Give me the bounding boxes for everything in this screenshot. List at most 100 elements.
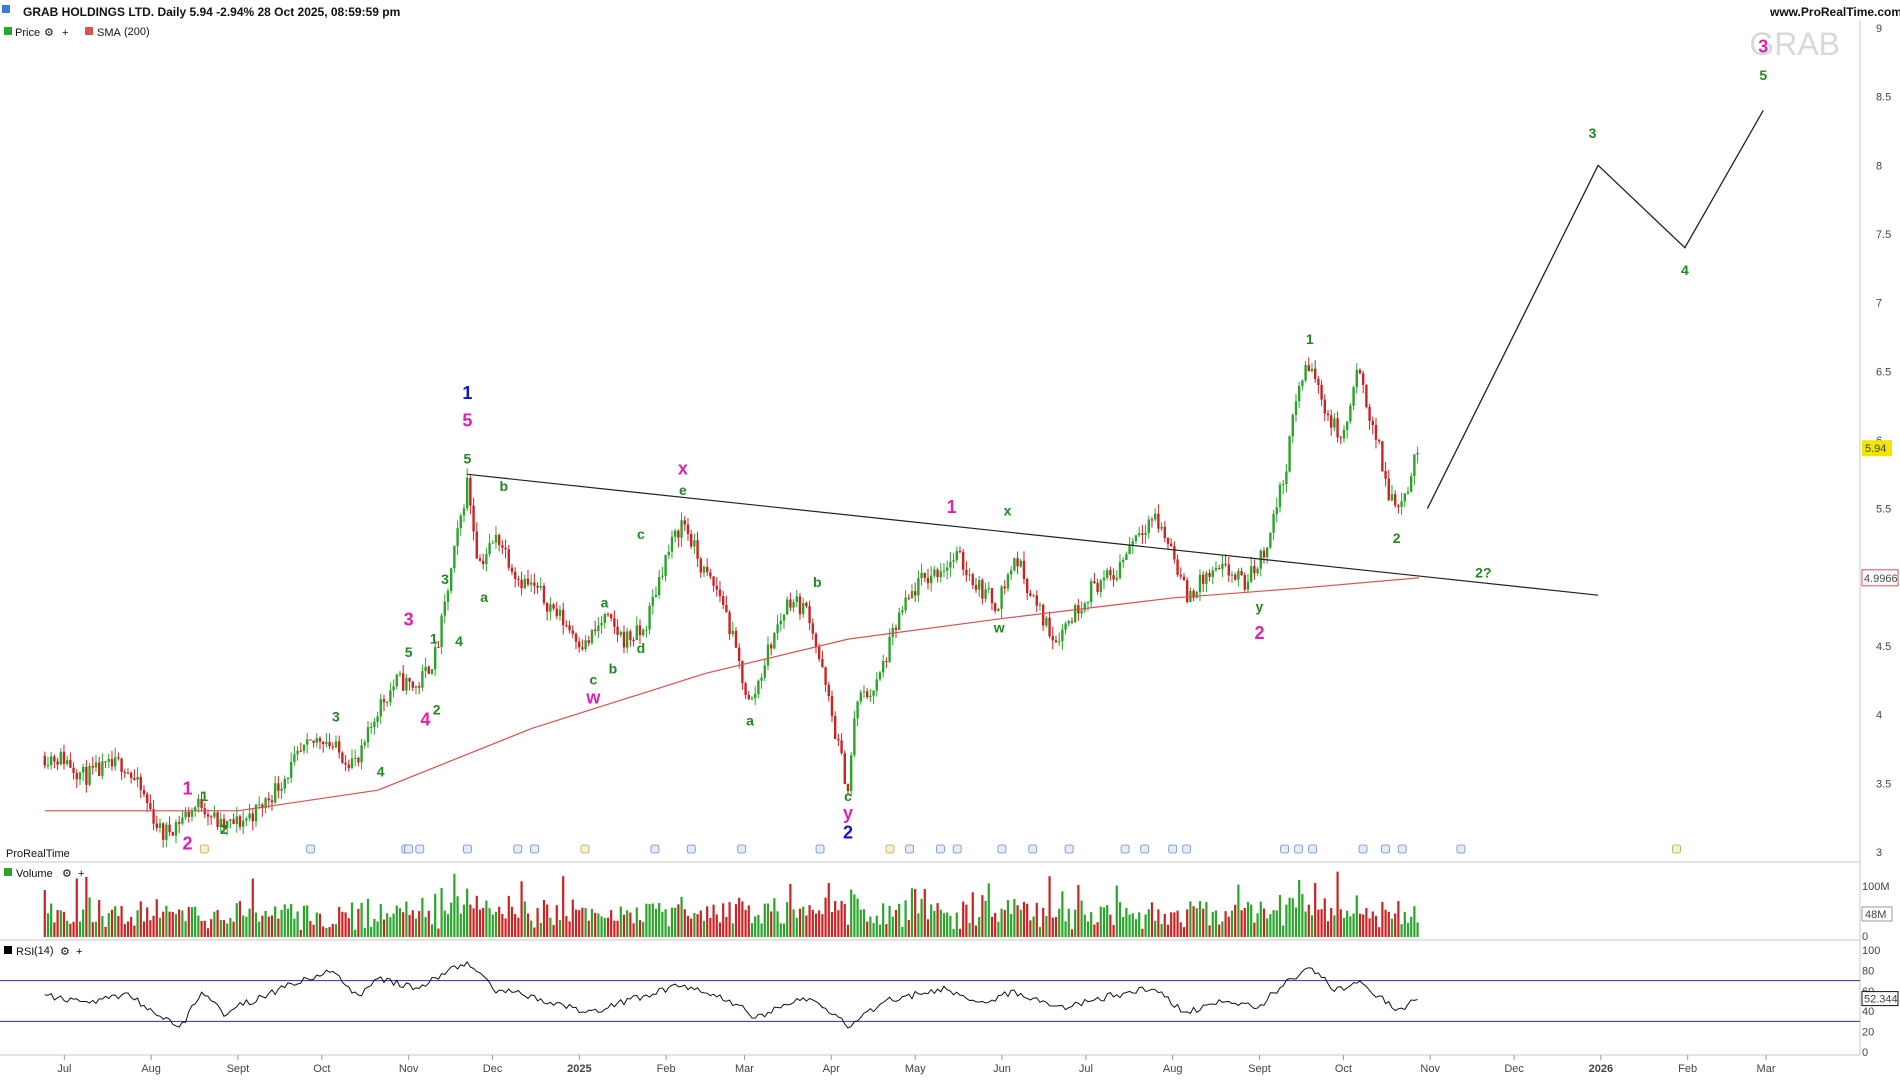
candle-body xyxy=(715,585,718,590)
candle-body xyxy=(392,686,395,691)
candle-body xyxy=(862,691,866,693)
candle-body xyxy=(158,823,162,828)
rsi-legend: RSI (14) ⚙ + xyxy=(4,945,82,958)
candle-body xyxy=(977,580,981,590)
candle-body xyxy=(363,742,366,746)
volume-bar xyxy=(491,914,494,937)
wave-label: 5 xyxy=(462,410,472,430)
candle-body xyxy=(389,690,392,702)
candle-body xyxy=(1096,583,1099,592)
candle-body xyxy=(200,798,203,809)
volume-bar xyxy=(699,910,702,937)
candle-body xyxy=(1224,563,1227,565)
wave-label: 1 xyxy=(430,630,438,646)
volume-bar xyxy=(674,907,677,937)
volume-bar xyxy=(75,878,78,937)
volume-bar xyxy=(949,915,952,937)
volume-bar xyxy=(354,929,357,937)
volume-bar xyxy=(1205,901,1208,937)
volume-bar xyxy=(1182,927,1186,937)
candle-body xyxy=(1109,570,1112,576)
candle-body xyxy=(581,647,584,650)
volume-bar xyxy=(1317,909,1320,937)
candle-body xyxy=(1288,436,1291,472)
volume-bar xyxy=(901,926,904,937)
volume-bar xyxy=(277,918,280,937)
sma-legend-label[interactable]: SMA xyxy=(97,27,122,39)
candle-body xyxy=(1205,572,1208,584)
dividend-event-icon xyxy=(1064,844,1074,854)
volume-bar xyxy=(638,920,642,937)
wrench-icon[interactable]: ⚙ xyxy=(44,27,54,39)
volume-bar xyxy=(405,901,408,937)
candle-body xyxy=(1128,545,1131,555)
candle-body xyxy=(616,626,619,635)
price-legend-label[interactable]: Price xyxy=(15,27,40,39)
volume-bar xyxy=(1099,906,1102,937)
volume-bar xyxy=(274,906,277,937)
candle-body xyxy=(408,677,411,682)
candle-body xyxy=(1406,491,1410,494)
volume-bar xyxy=(546,904,549,937)
volume-bar xyxy=(1403,911,1406,937)
candle-body xyxy=(1249,566,1253,582)
wave-label: 2 xyxy=(220,821,228,837)
rsi-add-icon[interactable]: + xyxy=(76,946,82,958)
candle-body xyxy=(673,530,677,537)
rsi-last-box xyxy=(1861,991,1899,1007)
rsi-wrench-icon[interactable]: ⚙ xyxy=(60,946,70,958)
candle-body xyxy=(875,679,878,691)
volume-bar xyxy=(376,921,379,937)
candle-body xyxy=(789,599,792,608)
volume-bar xyxy=(696,914,699,937)
volume-bar xyxy=(485,900,488,937)
add-icon[interactable]: + xyxy=(62,27,68,39)
candle-body xyxy=(1349,405,1352,422)
candle-body xyxy=(446,590,450,602)
dividend-event-icon xyxy=(1456,844,1466,854)
volume-bar xyxy=(107,913,110,937)
volume-bar xyxy=(418,911,421,937)
volume-bar xyxy=(331,923,334,937)
site-url[interactable]: www.ProRealTime.com xyxy=(1769,5,1900,19)
time-tick-label: Mar xyxy=(735,1063,754,1075)
volume-bar xyxy=(1179,922,1182,937)
candle-body xyxy=(107,759,110,762)
rsi-legend-label[interactable]: RSI xyxy=(16,946,34,958)
candle-body xyxy=(750,698,754,700)
candle-body xyxy=(869,695,872,698)
volume-wrench-icon[interactable]: ⚙ xyxy=(62,868,72,880)
volume-legend-label[interactable]: Volume xyxy=(16,868,53,880)
candle-body xyxy=(1006,574,1010,589)
wave-label: b xyxy=(500,478,509,494)
candle-body xyxy=(1368,406,1371,421)
volume-bar xyxy=(184,921,187,937)
candle-body xyxy=(501,545,504,548)
volume-bar xyxy=(1307,904,1310,937)
candle-body xyxy=(523,578,526,589)
candle-body xyxy=(264,798,267,809)
candle-body xyxy=(475,531,478,559)
volume-bar xyxy=(600,916,603,937)
volume-bar xyxy=(805,915,808,937)
volume-bar xyxy=(773,898,776,937)
volume-bar xyxy=(616,920,619,937)
time-tick-label: Aug xyxy=(141,1063,161,1075)
volume-bar xyxy=(968,923,971,937)
volume-bar xyxy=(677,904,680,937)
volume-bar xyxy=(1416,922,1419,937)
candle-body xyxy=(286,777,290,779)
candle-body xyxy=(232,819,235,825)
candle-body xyxy=(801,603,805,615)
volume-bar xyxy=(1323,898,1326,937)
time-tick-label: Aug xyxy=(1163,1063,1183,1075)
candle-body xyxy=(328,741,331,747)
sma-period: (200) xyxy=(124,26,150,38)
price-tick-label: 9 xyxy=(1876,23,1882,35)
dividend-event-icon xyxy=(1358,844,1368,854)
wave-label: 3 xyxy=(1589,125,1597,141)
wave-label: 3 xyxy=(404,609,414,629)
volume-bar xyxy=(1144,914,1147,937)
candle-body xyxy=(1320,385,1323,400)
volume-add-icon[interactable]: + xyxy=(78,868,84,880)
